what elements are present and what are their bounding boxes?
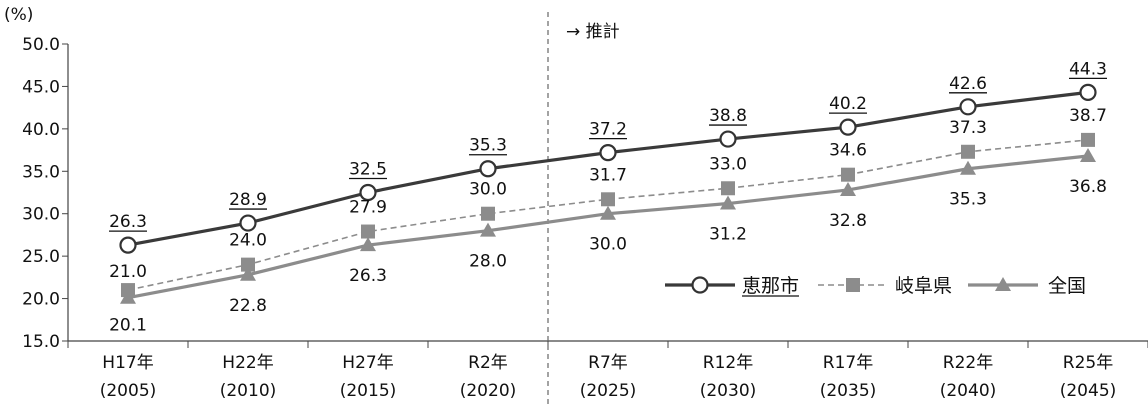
data-point-marker — [361, 225, 375, 239]
data-point-marker — [841, 120, 856, 135]
x-category-year-label: (2025) — [580, 381, 637, 401]
data-point-marker — [841, 168, 855, 182]
legend-label: 恵那市 — [742, 275, 799, 297]
x-category-year-label: (2010) — [220, 381, 277, 401]
x-category-label: R22年 — [943, 353, 993, 373]
data-point-marker — [961, 145, 975, 159]
data-label: 34.6 — [829, 141, 867, 161]
legend: 恵那市 岐阜県 全国 — [665, 275, 1086, 297]
data-point-marker — [601, 192, 615, 206]
data-point-marker — [721, 132, 736, 147]
x-category-year-label: (2045) — [1060, 381, 1117, 401]
data-point-marker — [481, 207, 495, 221]
x-category-label: H22年 — [222, 353, 273, 373]
y-tick-label: 15.0 — [22, 332, 60, 352]
x-category-year-label: (2040) — [940, 381, 997, 401]
data-label: 28.0 — [469, 252, 507, 272]
data-label: 38.8 — [709, 106, 747, 126]
data-point-marker — [121, 283, 135, 297]
data-label: 35.3 — [469, 136, 507, 156]
data-label: 30.0 — [469, 180, 507, 200]
data-point-marker — [601, 145, 616, 160]
data-label: 28.9 — [229, 190, 267, 210]
data-label: 44.3 — [1069, 59, 1107, 79]
y-axis-unit-label: (%) — [4, 5, 33, 25]
data-label: 31.7 — [589, 165, 627, 185]
x-category-year-label: (2035) — [820, 381, 877, 401]
x-category-label: R2年 — [468, 353, 508, 373]
y-tick-label: 40.0 — [22, 120, 60, 140]
data-point-marker — [241, 258, 255, 272]
y-tick-label: 35.0 — [22, 162, 60, 182]
data-label: 40.2 — [829, 94, 867, 114]
data-label: 21.0 — [109, 262, 147, 282]
data-label: 20.1 — [109, 316, 147, 336]
data-label: 30.0 — [589, 235, 627, 255]
data-point-marker — [1081, 85, 1096, 100]
y-tick-label: 30.0 — [22, 205, 60, 225]
y-tick-label: 50.0 — [22, 35, 60, 55]
x-category-label: R12年 — [703, 353, 753, 373]
data-point-marker — [961, 99, 976, 114]
x-category-year-label: (2020) — [460, 381, 517, 401]
data-label: 33.0 — [709, 154, 747, 174]
data-label: 32.8 — [829, 211, 867, 231]
x-category-label: R25年 — [1063, 353, 1113, 373]
x-category-year-label: (2030) — [700, 381, 757, 401]
data-point-marker — [481, 161, 496, 176]
data-label: 35.3 — [949, 190, 987, 210]
data-label: 24.0 — [229, 231, 267, 251]
data-label: 37.2 — [589, 120, 627, 140]
data-label: 32.5 — [349, 160, 387, 180]
data-label: 26.3 — [349, 266, 387, 286]
data-label: 31.2 — [709, 225, 747, 245]
data-point-marker — [241, 216, 256, 231]
data-point-marker — [721, 181, 735, 195]
x-category-label: H17年 — [102, 353, 153, 373]
x-category-label: H27年 — [342, 353, 393, 373]
data-label: 42.6 — [949, 74, 987, 94]
data-label: 38.7 — [1069, 106, 1107, 126]
data-point-marker — [121, 238, 136, 253]
data-point-marker — [1081, 133, 1095, 147]
data-label: 37.3 — [949, 118, 987, 138]
legend-marker — [693, 278, 708, 293]
y-tick-label: 25.0 — [22, 247, 60, 267]
x-category-year-label: (2005) — [100, 381, 157, 401]
data-label: 26.3 — [109, 212, 147, 232]
projection-label: → 推計 — [566, 22, 620, 42]
legend-label: 岐阜県 — [895, 275, 952, 297]
data-label: 36.8 — [1069, 177, 1107, 197]
y-tick-label: 45.0 — [22, 77, 60, 97]
x-category-year-label: (2015) — [340, 381, 397, 401]
x-category-label: R17年 — [823, 353, 873, 373]
legend-label: 全国 — [1048, 275, 1086, 297]
x-category-label: R7年 — [588, 353, 628, 373]
data-label: 22.8 — [229, 296, 267, 316]
y-tick-label: 20.0 — [22, 290, 60, 310]
legend-marker — [846, 278, 860, 292]
data-label: 27.9 — [349, 198, 387, 218]
